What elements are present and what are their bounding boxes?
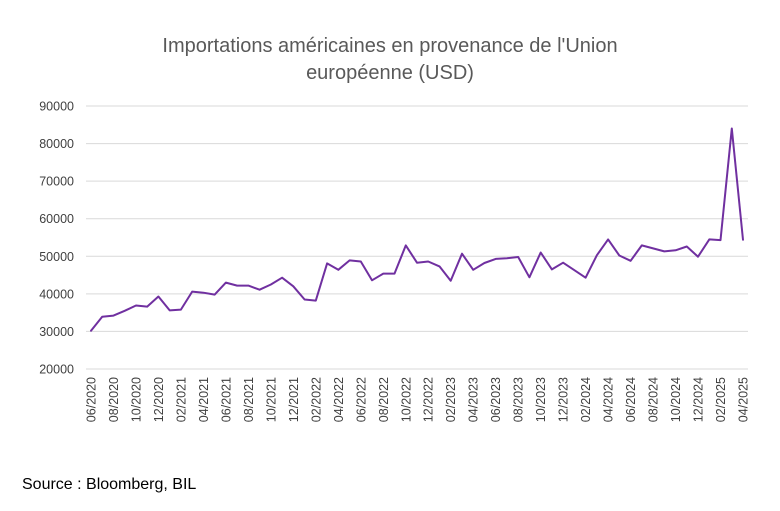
x-tick-label: 10/2023 — [534, 377, 548, 422]
x-tick-label: 10/2024 — [669, 377, 683, 422]
y-tick-label: 40000 — [39, 287, 74, 301]
x-tick-label: 08/2020 — [107, 377, 121, 422]
x-tick-label: 02/2024 — [579, 377, 593, 422]
x-tick-label: 12/2022 — [422, 377, 436, 422]
x-tick-label: 02/2021 — [174, 377, 188, 422]
x-tick-label: 08/2023 — [512, 377, 526, 422]
y-tick-label: 90000 — [39, 100, 74, 114]
x-tick-label: 02/2025 — [714, 377, 728, 422]
x-tick-label: 06/2023 — [489, 377, 503, 422]
y-axis: 20000 30000 40000 50000 60000 70000 80000 90000 — [39, 100, 74, 377]
x-axis: 06/2020 08/2020 10/2020 12/2020 02/2021 04/20… — [85, 377, 751, 422]
x-tick-label: 08/2021 — [242, 377, 256, 422]
x-tick-label: 02/2022 — [309, 377, 323, 422]
x-tick-label: 12/2020 — [152, 377, 166, 422]
x-tick-label: 06/2024 — [624, 377, 638, 422]
x-tick-label: 04/2021 — [197, 377, 211, 422]
chart-title: Importations américaines en provenance d… — [0, 33, 780, 87]
y-tick-label: 30000 — [39, 325, 74, 339]
x-tick-label: 04/2025 — [737, 377, 751, 422]
x-tick-label: 10/2021 — [264, 377, 278, 422]
x-tick-label: 04/2024 — [602, 377, 616, 422]
x-tick-label: 06/2020 — [85, 377, 99, 422]
x-tick-label: 10/2022 — [399, 377, 413, 422]
x-tick-label: 12/2023 — [557, 377, 571, 422]
y-tick-label: 70000 — [39, 175, 74, 189]
x-tick-label: 06/2021 — [219, 377, 233, 422]
series-line-group — [90, 127, 744, 332]
x-tick-label: 06/2022 — [354, 377, 368, 422]
x-tick-label: 04/2023 — [467, 377, 481, 422]
series-line — [90, 127, 744, 332]
x-tick-label: 02/2023 — [444, 377, 458, 422]
chart-title-line1: Importations américaines en provenance d… — [162, 35, 618, 57]
x-tick-label: 12/2024 — [692, 377, 706, 422]
source-note: Source : Bloomberg, BIL — [22, 476, 197, 493]
x-tick-label: 12/2021 — [287, 377, 301, 422]
y-tick-label: 60000 — [39, 212, 74, 226]
chart-title-line2: européenne (USD) — [306, 62, 474, 84]
y-tick-label: 80000 — [39, 137, 74, 151]
x-tick-label: 08/2024 — [647, 377, 661, 422]
y-tick-label: 50000 — [39, 250, 74, 264]
y-tick-label: 20000 — [39, 363, 74, 377]
x-tick-label: 10/2020 — [129, 377, 143, 422]
x-tick-label: 04/2022 — [332, 377, 346, 422]
gridlines — [86, 105, 748, 370]
x-tick-label: 08/2022 — [377, 377, 391, 422]
